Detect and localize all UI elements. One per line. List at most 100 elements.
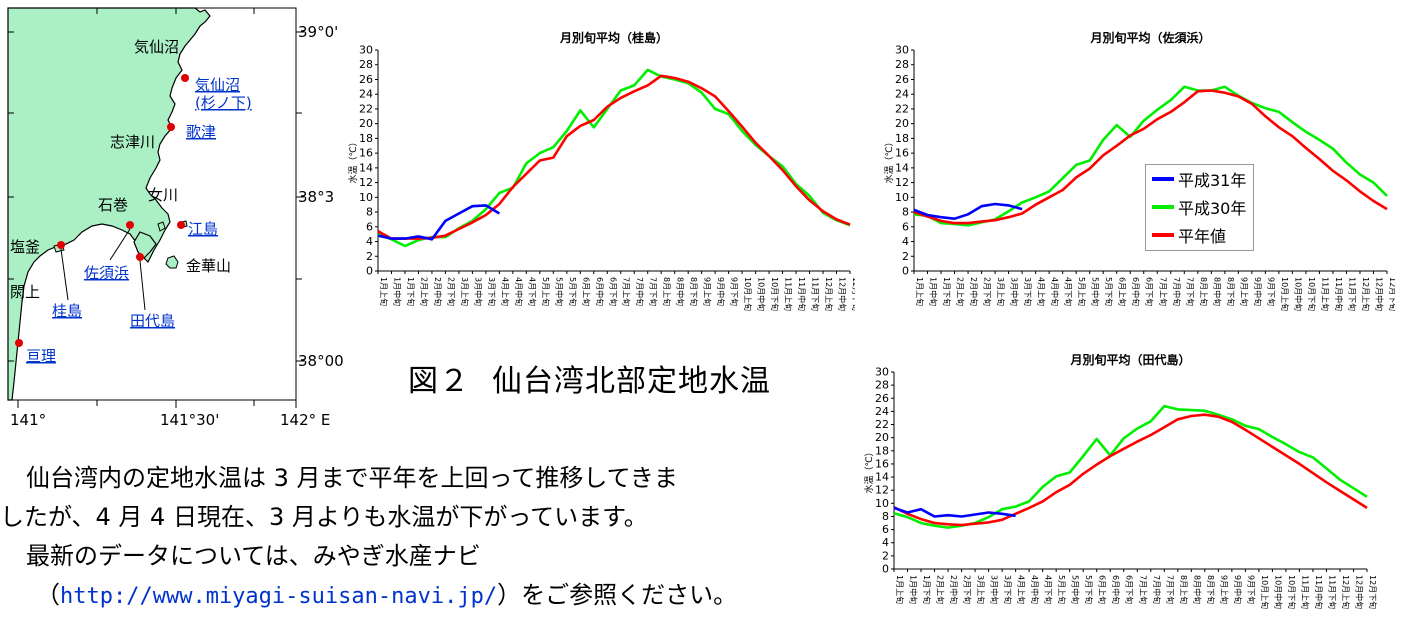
y-tick-label: 24 [359, 88, 373, 101]
x-tick-label: 9月中旬 [1253, 277, 1263, 306]
x-tick-label: 5月上旬 [1077, 277, 1087, 306]
y-tick-label: 24 [875, 405, 889, 418]
x-tick-label: 12月中旬 [838, 277, 848, 311]
open-paren: （ [36, 581, 60, 609]
x-tick-label: 2月上旬 [936, 575, 946, 604]
x-tick-label: 1月中旬 [909, 575, 919, 604]
station-link-susahama[interactable]: 佐須浜 [84, 264, 129, 282]
y-tick-label: 16 [359, 147, 373, 160]
y-axis-label: 水温（℃） [347, 137, 359, 183]
station-link-utatsu[interactable]: 歌津 [186, 123, 216, 141]
x-tick-label: 10月下旬 [1287, 575, 1297, 609]
x-tick-label: 1月上旬 [915, 277, 925, 306]
y-tick-label: 24 [895, 88, 909, 101]
x-tick-label: 6月上旬 [1098, 575, 1108, 604]
x-tick-label: 9月下旬 [730, 277, 740, 306]
series-line-h31 [893, 506, 1016, 518]
station-link-watari[interactable]: 亘理 [26, 347, 56, 365]
x-tick-label: 8月上旬 [1179, 575, 1189, 604]
station-link-tashirojima[interactable]: 田代島 [130, 312, 175, 330]
lon-label-141: 141° [10, 411, 46, 429]
x-tick-label: 12月下旬 [851, 277, 855, 311]
x-tick-label: 2月中旬 [949, 575, 959, 604]
paragraph-line-4: （http://www.miyagi-suisan-navi.jp/）をご参照く… [0, 576, 850, 616]
y-tick-label: 28 [359, 58, 373, 71]
x-tick-label: 11月中旬 [1314, 575, 1324, 609]
x-tick-label: 9月上旬 [703, 277, 713, 306]
legend-item-normal: 平年値 [1146, 221, 1253, 249]
x-tick-label: 9月中旬 [716, 277, 726, 306]
x-tick-label: 1月中旬 [929, 277, 939, 306]
x-tick-label: 3月下旬 [1003, 575, 1013, 604]
x-tick-label: 11月中旬 [1334, 277, 1344, 311]
place-shizugawa: 志津川 [110, 133, 155, 151]
y-tick-label: 14 [875, 471, 889, 484]
x-tick-label: 2月下旬 [963, 575, 973, 604]
y-tick-label: 14 [895, 161, 909, 174]
x-tick-label: 3月中旬 [990, 575, 1000, 604]
x-tick-label: 1月中旬 [392, 277, 402, 306]
x-tick-label: 5月下旬 [1104, 277, 1114, 306]
x-tick-label: 6月下旬 [1125, 575, 1135, 604]
x-tick-label: 10月下旬 [770, 277, 780, 311]
x-tick-label: 8月中旬 [676, 277, 686, 306]
station-link-kesennuma-sub[interactable]: (杉ノ下) [195, 94, 252, 112]
x-tick-label: 1月下旬 [406, 277, 416, 306]
x-tick-label: 9月上旬 [1219, 575, 1229, 604]
figure-caption: 図２ 仙台湾北部定地水温 [408, 356, 771, 400]
station-link-enoshima[interactable]: 江島 [188, 220, 218, 238]
x-tick-label: 11月上旬 [1300, 575, 1310, 609]
x-tick-label: 2月中旬 [433, 277, 443, 306]
station-link-kesennuma[interactable]: 気仙沼 [195, 76, 240, 94]
station-dot-enoshima [177, 221, 185, 229]
area-map: 39°0' 38°3 38°00' 141° 141°30' 142° E 気仙… [7, 7, 345, 429]
x-tick-label: 8月中旬 [1212, 277, 1222, 306]
x-tick-label: 4月下旬 [527, 277, 537, 306]
x-tick-label: 2月中旬 [969, 277, 979, 306]
y-tick-label: 20 [895, 117, 909, 130]
chart-title: 月別旬平均（田代島） [1069, 354, 1190, 367]
x-tick-label: 5月下旬 [1084, 575, 1094, 604]
chart-legend: 平成31年 平成30年 平年値 [1145, 164, 1254, 251]
y-tick-label: 0 [882, 563, 889, 576]
y-tick-label: 22 [875, 418, 889, 431]
y-axis-label: 水温（℃） [863, 447, 875, 493]
y-tick-label: 28 [895, 58, 909, 71]
x-tick-label: 4月上旬 [500, 277, 510, 306]
x-tick-label: 9月上旬 [1239, 277, 1249, 306]
x-tick-label: 5月中旬 [1071, 575, 1081, 604]
series-line-h31 [377, 204, 501, 241]
x-tick-label: 5月中旬 [554, 277, 564, 306]
x-tick-label: 5月上旬 [1057, 575, 1067, 604]
series-line-normal [893, 413, 1368, 527]
y-tick-label: 6 [902, 220, 909, 233]
station-dot-katsurashima [57, 241, 65, 249]
y-tick-label: 16 [895, 147, 909, 160]
x-tick-label: 1月上旬 [379, 277, 389, 306]
x-tick-label: 7月上旬 [1158, 277, 1168, 306]
x-tick-label: 4月上旬 [1037, 277, 1047, 306]
legend-label-normal: 平年値 [1178, 227, 1227, 246]
place-kinkasan: 金華山 [186, 257, 231, 275]
y-tick-label: 30 [875, 366, 889, 379]
legend-label-h30: 平成30年 [1178, 199, 1247, 218]
x-tick-label: 12月上旬 [1361, 277, 1371, 311]
x-tick-label: 1月下旬 [922, 575, 932, 604]
y-tick-label: 12 [895, 176, 909, 189]
series-line-normal [377, 74, 851, 240]
y-tick-label: 12 [875, 484, 889, 497]
y-tick-label: 4 [902, 235, 909, 248]
x-tick-label: 8月下旬 [1226, 277, 1236, 306]
figure-number: 図２ [408, 364, 470, 399]
station-link-katsurashima[interactable]: 桂島 [52, 302, 82, 320]
y-tick-label: 10 [359, 191, 373, 204]
x-tick-label: 10月中旬 [1293, 277, 1303, 311]
x-tick-label: 6月上旬 [1118, 277, 1128, 306]
figure-title: 仙台湾北部定地水温 [492, 364, 771, 399]
paragraph-line-1: 仙台湾内の定地水温は 3 月まで平年を上回って推移してきま [26, 464, 678, 492]
x-tick-label: 10月上旬 [1260, 575, 1270, 609]
suisan-navi-link[interactable]: http://www.miyagi-suisan-navi.jp/ [60, 584, 498, 609]
paragraph-line-4-rest: ）をご参照ください。 [497, 581, 738, 609]
x-tick-label: 8月上旬 [1199, 277, 1209, 306]
y-tick-label: 16 [875, 457, 889, 470]
